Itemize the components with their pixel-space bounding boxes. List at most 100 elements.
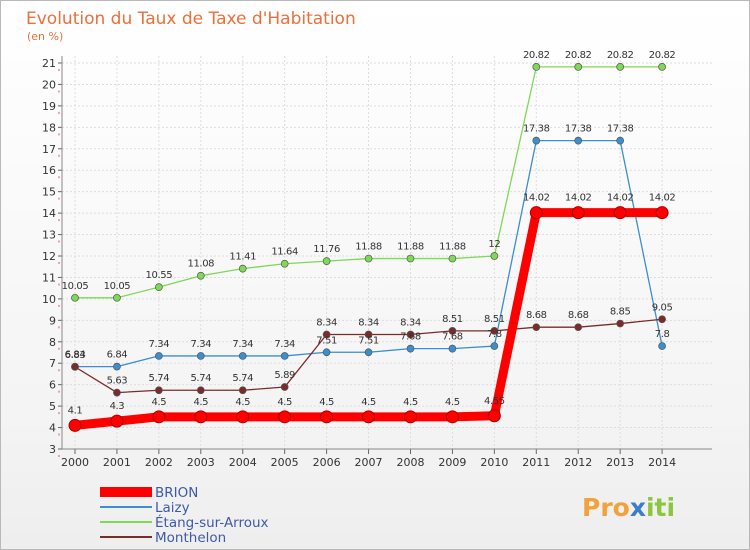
data-point-brion xyxy=(529,206,543,220)
data-point-monthelon xyxy=(155,386,163,395)
data-point--tang-sur-arroux xyxy=(406,254,415,263)
data-point--tang-sur-arroux xyxy=(113,293,121,302)
data-point-laizy xyxy=(280,352,289,360)
data-point-laizy xyxy=(364,348,373,357)
x-tick-label: 2006 xyxy=(313,456,341,469)
y-tick-label: 4 xyxy=(49,422,56,435)
logo-part-pro: Pro xyxy=(582,493,630,522)
data-point-laizy xyxy=(532,136,541,145)
data-label-laizy: 7.68 xyxy=(442,332,463,343)
legend-swatch-monthelon xyxy=(100,536,152,538)
data-label-brion: 4.1 xyxy=(68,405,83,416)
data-label--tang-sur-arroux: 11.76 xyxy=(313,244,340,255)
data-label--tang-sur-arroux: 11.88 xyxy=(355,242,382,253)
y-tick-labels: 3 4 5 6 7 8 9 10 11 12 13 14 15 16 17 18 19 20 21 xyxy=(42,57,56,456)
data-point-monthelon xyxy=(616,319,625,328)
y-tick-label: 12 xyxy=(42,250,56,263)
data-label-monthelon: 8.51 xyxy=(442,314,463,325)
x-tick-label: 2013 xyxy=(606,456,634,469)
data-point-laizy xyxy=(155,352,163,360)
data-point-monthelon xyxy=(490,326,499,335)
data-label-laizy: 7.34 xyxy=(232,339,253,350)
data-point-brion xyxy=(320,410,334,424)
data-point-laizy xyxy=(322,348,331,357)
data-label--tang-sur-arroux: 10.05 xyxy=(104,281,131,292)
y-tick-label: 9 xyxy=(49,314,56,327)
y-tick-label: 5 xyxy=(49,400,56,413)
data-label--tang-sur-arroux: 10.55 xyxy=(146,270,173,281)
data-point--tang-sur-arroux xyxy=(448,254,457,263)
data-point-brion xyxy=(110,414,124,428)
x-tick-label: 2005 xyxy=(271,456,299,469)
data-label--tang-sur-arroux: 11.88 xyxy=(439,242,466,253)
y-tick-label: 11 xyxy=(42,271,56,284)
legend-swatch--tang-sur-arroux xyxy=(100,521,152,523)
data-point-monthelon xyxy=(280,383,289,391)
data-point--tang-sur-arroux xyxy=(616,63,625,71)
data-point-monthelon xyxy=(532,323,541,332)
data-point-brion xyxy=(68,418,82,432)
series-layer xyxy=(68,63,669,432)
y-axis-unit: (en %) xyxy=(27,30,63,43)
data-point-laizy xyxy=(238,352,247,360)
data-label-laizy: 7.34 xyxy=(149,339,170,350)
data-label-laizy: 7.8 xyxy=(487,329,502,340)
data-point-brion xyxy=(362,410,376,424)
data-point-laizy xyxy=(196,352,205,360)
data-label-monthelon: 8.34 xyxy=(358,317,379,328)
y-tick-label: 18 xyxy=(42,121,56,134)
data-point--tang-sur-arroux xyxy=(658,63,666,71)
data-point-brion xyxy=(487,409,501,423)
legend-label-brion: BRION xyxy=(155,485,198,501)
data-label--tang-sur-arroux: 11.64 xyxy=(271,247,298,258)
y-tick-label: 17 xyxy=(42,143,56,156)
data-label-brion: 4.55 xyxy=(484,396,505,407)
data-label-laizy: 7.8 xyxy=(655,329,670,340)
y-tick-label: 21 xyxy=(42,57,56,70)
data-point-monthelon xyxy=(448,326,457,335)
x-tick-label: 2001 xyxy=(103,456,131,469)
data-label--tang-sur-arroux: 12 xyxy=(488,239,500,250)
legend-swatch-laizy xyxy=(100,506,152,508)
data-point-monthelon xyxy=(238,386,247,395)
x-tick-label: 2003 xyxy=(187,456,215,469)
data-point-brion xyxy=(152,410,166,424)
y-tick-label: 10 xyxy=(42,293,56,306)
data-label-brion: 4.5 xyxy=(403,397,418,408)
data-point-brion xyxy=(236,410,250,424)
data-label-monthelon: 8.34 xyxy=(316,317,337,328)
data-label--tang-sur-arroux: 20.82 xyxy=(607,50,634,61)
data-point--tang-sur-arroux xyxy=(71,293,79,302)
data-label--tang-sur-arroux: 20.82 xyxy=(649,50,676,61)
legend-label--tang-sur-arroux: Étang-sur-Arroux xyxy=(155,514,269,531)
data-point--tang-sur-arroux xyxy=(364,254,373,263)
y-tick-label: 13 xyxy=(42,229,56,242)
y-tick-label: 20 xyxy=(42,78,56,91)
data-label-monthelon: 8.34 xyxy=(400,317,421,328)
data-label-brion: 4.5 xyxy=(193,397,208,408)
x-tick-label: 2007 xyxy=(355,456,383,469)
data-point--tang-sur-arroux xyxy=(322,257,331,265)
axes xyxy=(58,56,712,457)
data-label--tang-sur-arroux: 10.05 xyxy=(62,281,89,292)
data-label-brion: 4.5 xyxy=(277,397,292,408)
data-label-monthelon: 5.74 xyxy=(149,373,170,384)
data-point-laizy xyxy=(113,362,121,371)
data-point-brion xyxy=(613,206,627,220)
data-label--tang-sur-arroux: 11.41 xyxy=(229,252,256,263)
data-point-monthelon xyxy=(658,315,666,324)
data-point-laizy xyxy=(448,344,457,353)
y-tick-label: 3 xyxy=(49,443,56,456)
data-point-laizy xyxy=(658,342,666,350)
data-label-laizy: 7.68 xyxy=(400,332,421,343)
data-label--tang-sur-arroux: 20.82 xyxy=(565,50,592,61)
data-label-brion: 4.5 xyxy=(235,397,250,408)
x-tick-labels: 2000 2001 2002 2003 2004 2005 2006 2007 2008 2009… xyxy=(61,456,676,469)
data-point-monthelon xyxy=(574,323,583,332)
legend-swatch-brion xyxy=(100,487,152,497)
data-labels: 4.1 4.3 4.5 4.5 4.5 4.5 4.5 4.5 4.5 4.5 4.55 14.02 1… xyxy=(62,50,676,417)
data-label-laizy: 6.84 xyxy=(65,350,86,361)
